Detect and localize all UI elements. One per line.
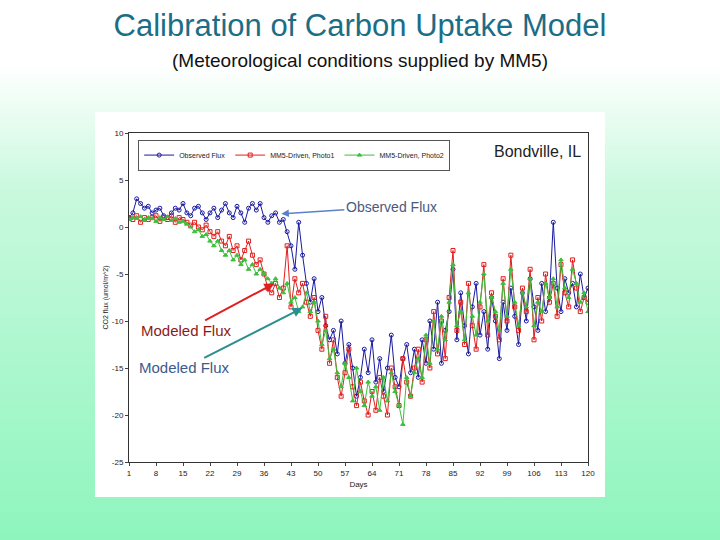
svg-text:50: 50 (314, 469, 323, 478)
svg-text:120: 120 (581, 469, 595, 478)
svg-text:Bondville, IL: Bondville, IL (494, 143, 581, 160)
svg-text:106: 106 (527, 469, 541, 478)
svg-text:78: 78 (422, 469, 431, 478)
html-text:Calibration of Carbon Uptake M: Calibration of Carbon Uptake Model (113, 8, 607, 43)
svg-text:-5: -5 (116, 270, 124, 279)
svg-text:-25: -25 (112, 458, 124, 467)
svg-text:22: 22 (206, 469, 215, 478)
svg-text:64: 64 (368, 469, 377, 478)
svg-text:-20: -20 (112, 411, 124, 420)
svg-text:-10: -10 (112, 317, 124, 326)
svg-text:10: 10 (114, 129, 123, 138)
svg-text:Modeled Flux: Modeled Flux (141, 322, 232, 339)
svg-text:0: 0 (119, 223, 124, 232)
svg-text:Observed Flux: Observed Flux (346, 199, 437, 215)
svg-text:Observed Flux: Observed Flux (179, 152, 225, 159)
svg-text:29: 29 (233, 469, 242, 478)
svg-text:1: 1 (127, 469, 132, 478)
svg-text:5: 5 (119, 176, 124, 185)
svg-text:MM5-Driven, Photo2: MM5-Driven, Photo2 (379, 152, 443, 159)
svg-text:15: 15 (179, 469, 188, 478)
svg-text:43: 43 (287, 469, 296, 478)
svg-text:85: 85 (449, 469, 458, 478)
svg-text:CO2 flux (umol/m^2): CO2 flux (umol/m^2) (102, 266, 110, 330)
svg-text:57: 57 (341, 469, 350, 478)
svg-text:8: 8 (154, 469, 159, 478)
html-text:(Meteorological conditions sup: (Meteorological conditions supplied by M… (172, 50, 548, 71)
svg-text:-15: -15 (112, 364, 124, 373)
svg-text:Modeled Flux: Modeled Flux (139, 359, 230, 376)
svg-text:Days: Days (349, 480, 367, 489)
svg-text:99: 99 (503, 469, 512, 478)
svg-text:113: 113 (555, 469, 568, 478)
svg-text:MM5-Driven, Photo1: MM5-Driven, Photo1 (270, 152, 334, 159)
svg-text:92: 92 (476, 469, 485, 478)
svg-text:36: 36 (260, 469, 269, 478)
svg-text:71: 71 (395, 469, 404, 478)
